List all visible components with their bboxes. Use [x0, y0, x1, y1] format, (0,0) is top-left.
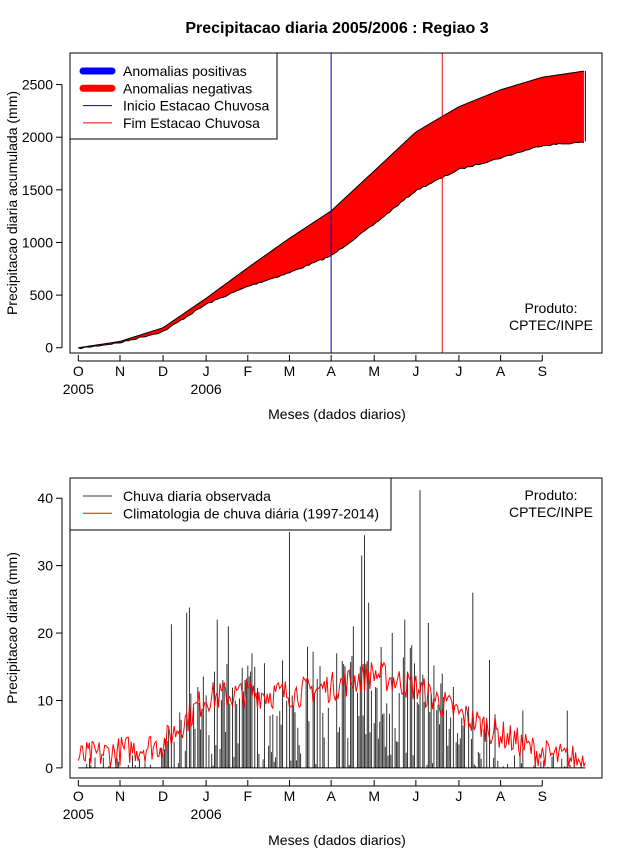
x-tick-label: D [158, 363, 168, 379]
product-label: Produto: [525, 487, 578, 503]
plot-frame [69, 52, 603, 354]
x-axis-label: Meses (dados diarios) [268, 406, 406, 422]
x-tick-label: O [73, 363, 84, 379]
legend-box [69, 52, 278, 140]
x-tick-label: S [538, 363, 547, 379]
x-tick-label: J [412, 788, 419, 804]
product-credit: CPTEC/INPE [509, 317, 593, 333]
legend-label: Anomalias negativas [123, 80, 252, 96]
x-tick-label: S [538, 788, 547, 804]
y-tick-label: 40 [37, 490, 53, 506]
y-tick-label: 20 [37, 625, 53, 641]
product-label: Produto: [525, 300, 578, 316]
x-tick-label: A [326, 363, 336, 379]
y-tick-label: 10 [37, 692, 53, 708]
y-tick-label: 2500 [22, 77, 53, 93]
x-tick-label: J [203, 788, 210, 804]
x-tick-label: M [368, 788, 380, 804]
legend-label: Climatologia de chuva diária (1997-2014) [123, 505, 379, 521]
x-tick-label: F [244, 363, 253, 379]
y-tick-label: 2000 [22, 129, 53, 145]
x-tick-label: J [203, 363, 210, 379]
year-label-2005: 2005 [63, 806, 94, 822]
x-tick-label: N [115, 788, 125, 804]
legend-box [69, 477, 392, 531]
legend-label: Anomalias positivas [123, 63, 247, 79]
x-tick-label: M [284, 788, 296, 804]
legend-label: Fim Estacao Chuvosa [123, 115, 260, 131]
legend-label: Chuva diaria observada [123, 488, 271, 504]
x-tick-label: O [73, 788, 84, 804]
x-axis-label: Meses (dados diarios) [268, 832, 406, 848]
product-credit: CPTEC/INPE [509, 504, 593, 520]
y-tick-label: 500 [30, 287, 54, 303]
x-tick-label: A [496, 788, 506, 804]
x-tick-label: M [284, 363, 296, 379]
climatology-line [77, 661, 586, 768]
x-tick-label: F [244, 788, 253, 804]
year-label-2006: 2006 [191, 381, 222, 397]
x-tick-label: J [455, 788, 462, 804]
y-tick-label: 0 [45, 340, 53, 356]
legend-label: Inicio Estacao Chuvosa [123, 98, 270, 114]
year-label-2005: 2005 [63, 381, 94, 397]
y-tick-label: 1500 [22, 182, 53, 198]
negative-anomaly-area [78, 71, 584, 349]
x-tick-label: N [115, 363, 125, 379]
y-axis-label: Precipitacao diaria acumulada (mm) [4, 91, 20, 315]
year-label-2006: 2006 [191, 806, 222, 822]
y-tick-label: 0 [45, 760, 53, 776]
x-tick-label: M [368, 363, 380, 379]
chart-title: Precipitacao diaria 2005/2006 : Regiao 3 [185, 20, 488, 37]
y-tick-label: 30 [37, 558, 53, 574]
daily-panel: 0 10 20 30 40 Precipitacao diaria (mm) O N D J F M A… [4, 477, 603, 848]
y-axis-label: Precipitacao diaria (mm) [4, 552, 20, 704]
x-tick-label: A [496, 363, 506, 379]
x-tick-label: A [326, 788, 336, 804]
x-tick-label: J [455, 363, 462, 379]
observed-bars [86, 490, 582, 768]
x-tick-label: D [158, 788, 168, 804]
y-tick-label: 1000 [22, 234, 53, 250]
x-tick-label: J [412, 363, 419, 379]
